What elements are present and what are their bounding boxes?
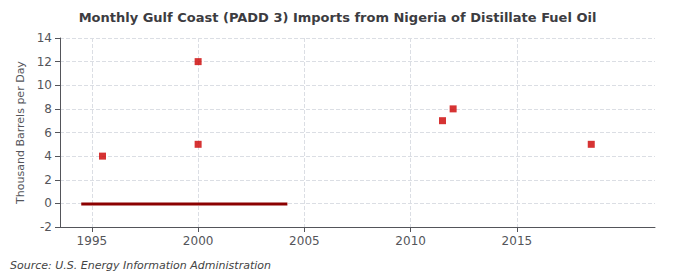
svg-text:-2: -2 xyxy=(40,220,52,234)
svg-text:2: 2 xyxy=(44,173,52,187)
svg-text:0: 0 xyxy=(44,196,52,210)
svg-text:Source: U.S. Energy Informatio: Source: U.S. Energy Information Administ… xyxy=(10,259,271,272)
svg-text:1995: 1995 xyxy=(77,234,108,248)
svg-text:6: 6 xyxy=(44,126,52,140)
svg-text:4: 4 xyxy=(44,149,52,163)
svg-text:10: 10 xyxy=(37,78,52,92)
svg-text:2015: 2015 xyxy=(502,234,533,248)
svg-text:12: 12 xyxy=(37,55,52,69)
svg-text:Monthly Gulf Coast (PADD 3) Im: Monthly Gulf Coast (PADD 3) Imports from… xyxy=(79,10,597,25)
svg-text:14: 14 xyxy=(37,31,52,45)
svg-text:8: 8 xyxy=(44,102,52,116)
svg-text:2000: 2000 xyxy=(183,234,214,248)
svg-text:2005: 2005 xyxy=(289,234,320,248)
svg-text:Thousand Barrels per Day: Thousand Barrels per Day xyxy=(14,61,27,205)
svg-text:2010: 2010 xyxy=(395,234,426,248)
